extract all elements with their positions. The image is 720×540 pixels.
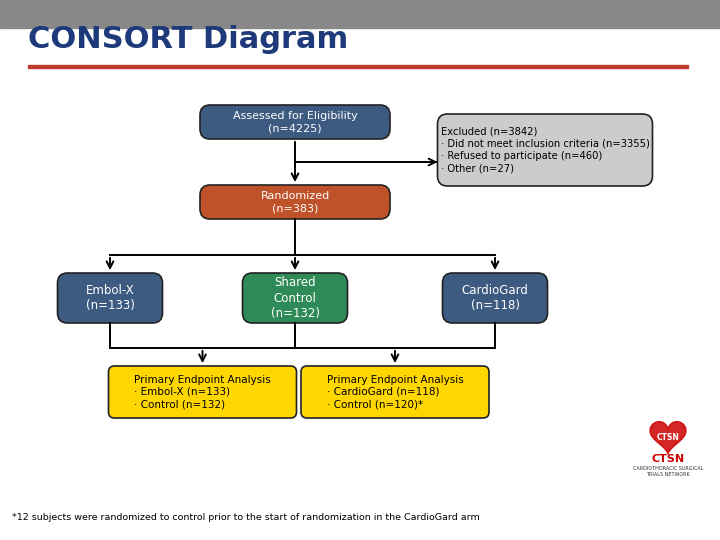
Text: Assessed for Eligibility
(n=4225): Assessed for Eligibility (n=4225) [233,111,357,133]
Text: CTSN: CTSN [652,454,685,464]
Text: CONSORT Diagram: CONSORT Diagram [28,25,348,55]
Text: Randomized
(n=383): Randomized (n=383) [261,191,330,213]
Text: CardioGard
(n=118): CardioGard (n=118) [462,284,528,313]
Text: TRIALS NETWORK: TRIALS NETWORK [646,472,690,477]
Bar [0,0,720,28]
FancyBboxPatch shape [438,114,652,186]
Text: Primary Endpoint Analysis
· Embol-X (n=133)
· Control (n=132): Primary Endpoint Analysis · Embol-X (n=1… [134,375,271,409]
FancyBboxPatch shape [301,366,489,418]
FancyBboxPatch shape [58,273,163,323]
Polygon shape [650,422,686,454]
Text: CTSN: CTSN [657,433,680,442]
Bar [28,65,688,68]
Text: Primary Endpoint Analysis
· CardioGard (n=118)
· Control (n=120)*: Primary Endpoint Analysis · CardioGard (… [327,375,464,409]
Text: Embol-X
(n=133): Embol-X (n=133) [86,284,135,313]
FancyBboxPatch shape [200,105,390,139]
FancyBboxPatch shape [109,366,297,418]
Text: Excluded (n=3842)
· Did not meet inclusion criteria (n=3355)
· Refused to partic: Excluded (n=3842) · Did not meet inclusi… [441,126,649,173]
Text: CARDIOTHORACIC SURGICAL: CARDIOTHORACIC SURGICAL [633,465,703,470]
FancyBboxPatch shape [443,273,547,323]
FancyBboxPatch shape [200,185,390,219]
Text: *12 subjects were randomized to control prior to the start of randomization in t: *12 subjects were randomized to control … [12,513,480,522]
Text: Shared
Control
(n=132): Shared Control (n=132) [271,275,320,321]
FancyBboxPatch shape [243,273,348,323]
